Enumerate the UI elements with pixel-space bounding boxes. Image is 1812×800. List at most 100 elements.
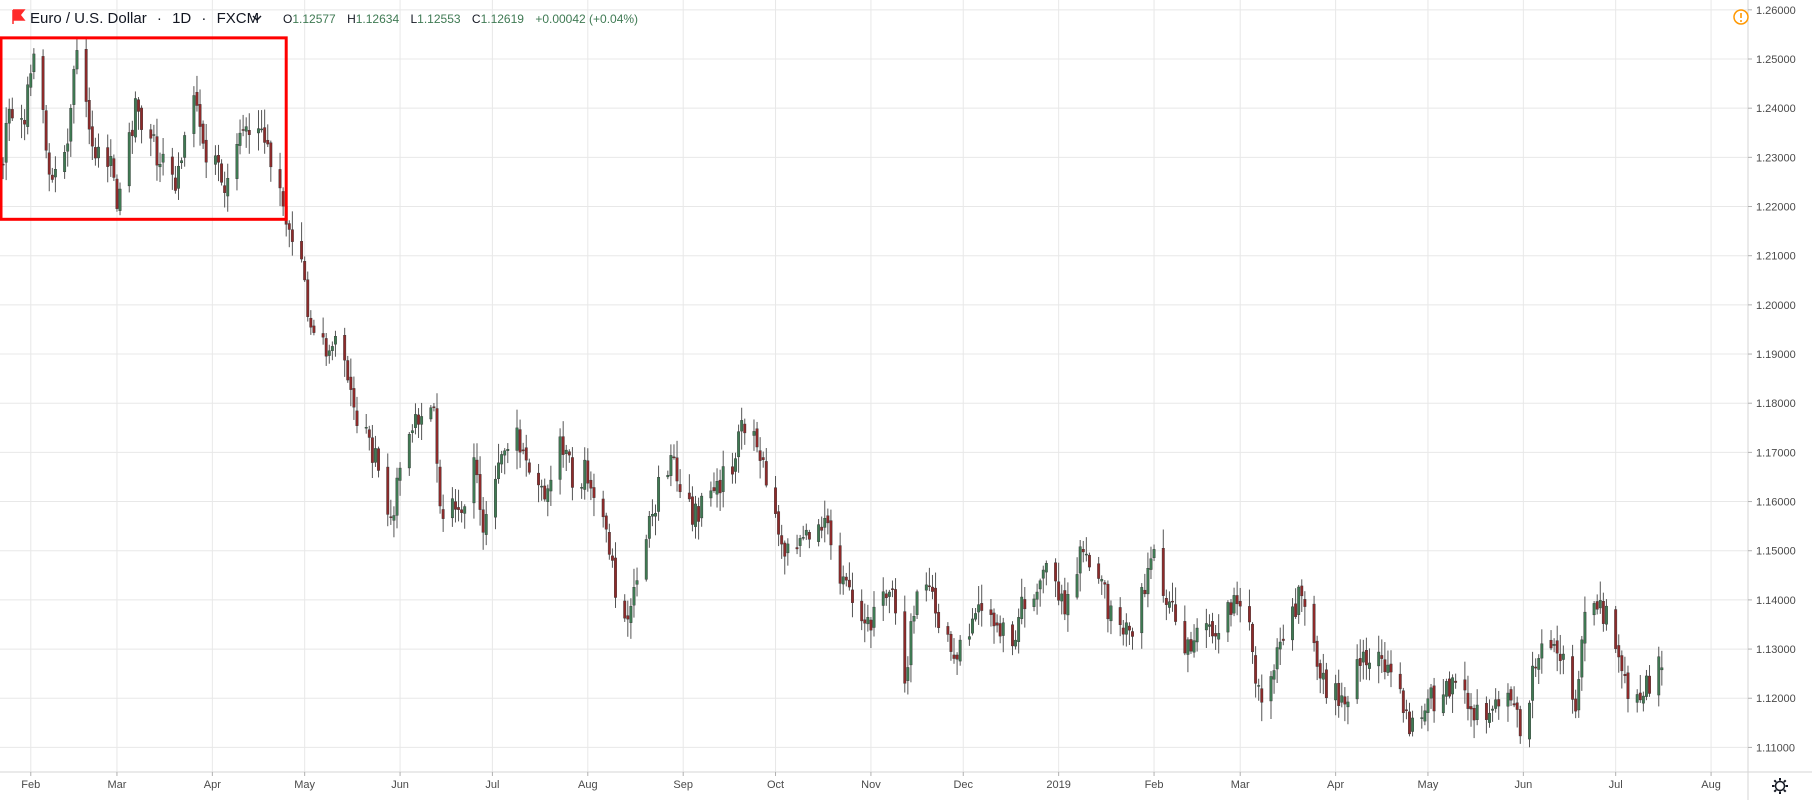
candle-body-up (804, 529, 808, 536)
candle-body-down (1174, 604, 1178, 622)
candle (1032, 594, 1036, 612)
candle (481, 497, 485, 550)
candle (872, 591, 876, 637)
candle (1404, 699, 1408, 720)
price-axis[interactable]: 1.26000 1.25000 1.24000 1.23000 1.22000 1.210… (1748, 5, 1796, 755)
candle-body-up (1291, 606, 1294, 641)
candle-body-up (260, 128, 264, 131)
candle (1011, 621, 1014, 656)
candle (737, 424, 741, 473)
candle-body-up (158, 163, 162, 168)
legend-source[interactable]: FXCM (217, 10, 260, 27)
candle (1291, 598, 1294, 651)
candle (1638, 674, 1642, 703)
candle (1626, 665, 1630, 713)
candle-body-down (712, 487, 716, 491)
candle (429, 405, 433, 422)
candle (734, 452, 737, 484)
candle (1657, 646, 1661, 707)
candle (226, 163, 230, 212)
candle-body-down (687, 492, 691, 500)
candle (1623, 656, 1627, 684)
candle-body-down (220, 163, 224, 183)
candle-body-up (1537, 658, 1541, 670)
candle (1531, 651, 1535, 719)
candle-body-up (410, 430, 414, 433)
candle-body-down (838, 545, 842, 584)
candle-body-up (334, 336, 337, 345)
candle (650, 499, 654, 527)
legend: Euro / U.S. Dollar · 1D · FXCM O1.12577 … (12, 9, 638, 27)
candle-body-down (807, 532, 811, 540)
candle (884, 589, 888, 606)
candle (1100, 575, 1104, 595)
candle (183, 131, 187, 167)
candle (1260, 674, 1264, 722)
candle-body-up (1275, 647, 1279, 670)
candle-body-down (352, 388, 356, 408)
price-tick-label: 1.21000 (1756, 251, 1796, 263)
candle (906, 656, 910, 695)
candle (700, 492, 704, 527)
candle (1595, 594, 1599, 615)
candle (558, 428, 562, 495)
candle (798, 534, 802, 557)
candle (669, 444, 673, 487)
candle (755, 421, 759, 453)
legend-ohlc: O1.12577 H1.12634 L1.12553 C1.12619 +0.0… (283, 12, 638, 26)
candle-body-up (1411, 717, 1414, 732)
candle-body-down (1337, 682, 1341, 706)
gear-icon[interactable] (1772, 778, 1788, 794)
low-value: 1.12553 (417, 12, 461, 26)
candle-body-up (1269, 676, 1273, 702)
candle-body-up (906, 667, 910, 681)
candle-body-down (303, 261, 307, 281)
candle-body-down (949, 633, 953, 652)
candle (303, 256, 307, 282)
candle (1515, 696, 1519, 728)
candle (1355, 644, 1359, 704)
candle-body-down (1294, 603, 1298, 617)
candle-body-up (109, 156, 113, 166)
candle-body-up (1451, 677, 1454, 695)
flag-icon[interactable] (12, 9, 26, 24)
candle (1660, 650, 1664, 686)
candle (780, 524, 784, 559)
candle (912, 605, 916, 634)
time-tick-label: Mar (107, 779, 126, 791)
candle-body-down (47, 152, 51, 175)
candle (971, 608, 974, 636)
candle-body-up (647, 516, 651, 539)
candle (1429, 683, 1433, 709)
time-tick-label: May (294, 779, 315, 791)
candle (1211, 612, 1214, 644)
candle-body-down (1143, 589, 1147, 595)
candle (23, 109, 27, 141)
legend-interval[interactable]: 1D (172, 10, 191, 27)
candle-body-up (1657, 656, 1661, 696)
candle (370, 424, 374, 478)
candle-body-up (1297, 586, 1301, 615)
candle (1617, 634, 1621, 673)
candle (1066, 582, 1070, 632)
candle-body-up (654, 512, 657, 517)
candle (647, 511, 651, 548)
candle-body-up (1192, 640, 1196, 653)
candle (1174, 587, 1178, 626)
candle (1488, 699, 1491, 728)
warning-icon[interactable] (1733, 9, 1749, 25)
price-tick-label: 1.24000 (1756, 103, 1796, 115)
candlestick-series (0, 36, 1664, 748)
candle (570, 447, 574, 501)
candle-body-up (1168, 601, 1171, 608)
candle (709, 481, 713, 507)
open-value: 1.12577 (292, 12, 336, 26)
candle-body-up (414, 414, 417, 428)
chevron-down-icon[interactable] (252, 15, 262, 21)
candle (817, 519, 821, 547)
highlight-box[interactable] (0, 36, 288, 221)
candle-body-down (884, 593, 888, 599)
time-axis[interactable]: Feb Mar Apr May Jun Jul Aug Sep Oct Nov Dec 2019 Feb… (21, 772, 1721, 791)
legend-symbol[interactable]: Euro / U.S. Dollar (30, 10, 147, 27)
